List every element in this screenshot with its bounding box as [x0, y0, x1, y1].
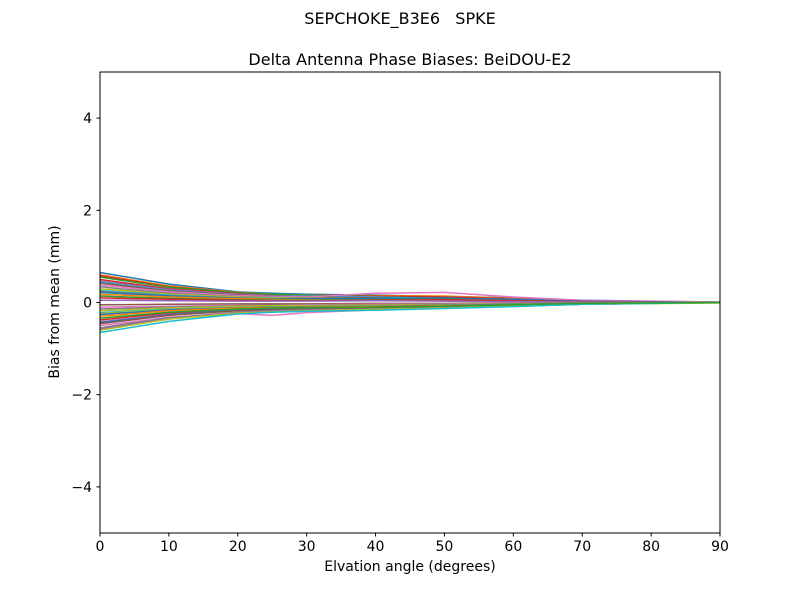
trace-18 [99, 299, 721, 304]
x-tick-label: 50 [436, 539, 454, 555]
x-tick-label: 0 [96, 539, 105, 555]
trace-9 [99, 284, 721, 303]
x-tick-label: 30 [298, 539, 316, 555]
y-tick-label: −2 [71, 388, 92, 404]
y-tick-label: 2 [83, 203, 92, 219]
trace-36 [99, 301, 721, 319]
y-tick-label: 0 [83, 296, 92, 312]
axes-title: Delta Antenna Phase Biases: BeiDOU-E2 [248, 50, 572, 69]
trace-35 [99, 301, 721, 334]
x-tick-label: 90 [711, 539, 729, 555]
x-axis-label: Elvation angle (degrees) [324, 559, 496, 575]
figure-suptitle: SEPCHOKE_B3E6 SPKE [304, 9, 496, 28]
x-tick-label: 70 [573, 539, 591, 555]
x-tick-label: 40 [367, 539, 385, 555]
x-tick-label: 80 [642, 539, 660, 555]
y-tick-label: 4 [83, 111, 92, 127]
y-tick-label: −4 [71, 480, 92, 496]
x-tick-label: 20 [229, 539, 247, 555]
x-tick-label: 60 [504, 539, 522, 555]
x-tick-label: 10 [160, 539, 178, 555]
